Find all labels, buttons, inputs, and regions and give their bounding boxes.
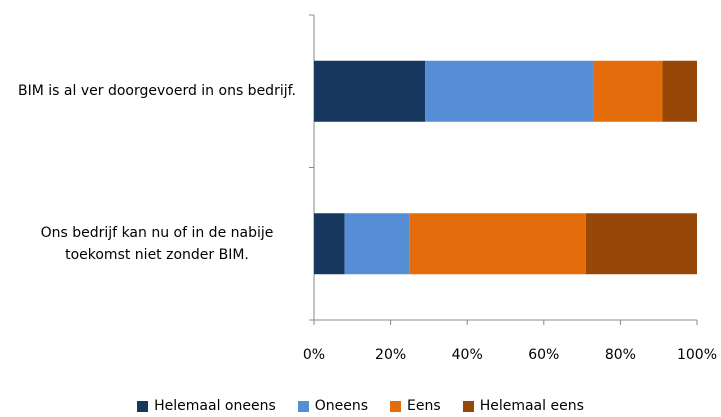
bar-segment xyxy=(425,60,594,122)
bar-segment xyxy=(344,213,410,275)
x-tick-label: 80% xyxy=(605,347,636,363)
bar-segment xyxy=(409,213,586,275)
legend-swatch xyxy=(297,400,309,412)
legend-label: Eens xyxy=(407,398,441,414)
bar-segment xyxy=(314,60,426,122)
legend-label: Helemaal eens xyxy=(479,398,584,414)
bar-segment xyxy=(314,213,345,275)
category-label: BIM is al ver doorgevoerd in ons bedrijf… xyxy=(18,83,296,100)
legend-item: Eens xyxy=(390,398,441,414)
x-tick-label: 100% xyxy=(677,347,717,363)
legend-item: Helemaal oneens xyxy=(137,398,276,414)
bar-segment xyxy=(593,60,663,122)
x-tick-label: 20% xyxy=(375,347,406,363)
legend: Helemaal oneens Oneens Eens Helemaal eens xyxy=(0,398,721,414)
bar-segment xyxy=(585,213,697,275)
legend-swatch xyxy=(390,400,402,412)
x-tick-label: 60% xyxy=(528,347,559,363)
x-tick-label: 0% xyxy=(303,347,325,363)
legend-swatch xyxy=(137,400,149,412)
legend-label: Oneens xyxy=(314,398,369,414)
legend-swatch xyxy=(462,400,474,412)
legend-item: Oneens xyxy=(297,398,369,414)
legend-label: Helemaal oneens xyxy=(154,398,276,414)
legend-item: Helemaal eens xyxy=(462,398,584,414)
x-tick-label: 40% xyxy=(452,347,483,363)
bar-segment xyxy=(662,60,697,122)
category-label: Ons bedrijf kan nu of in de nabije toeko… xyxy=(40,224,274,263)
